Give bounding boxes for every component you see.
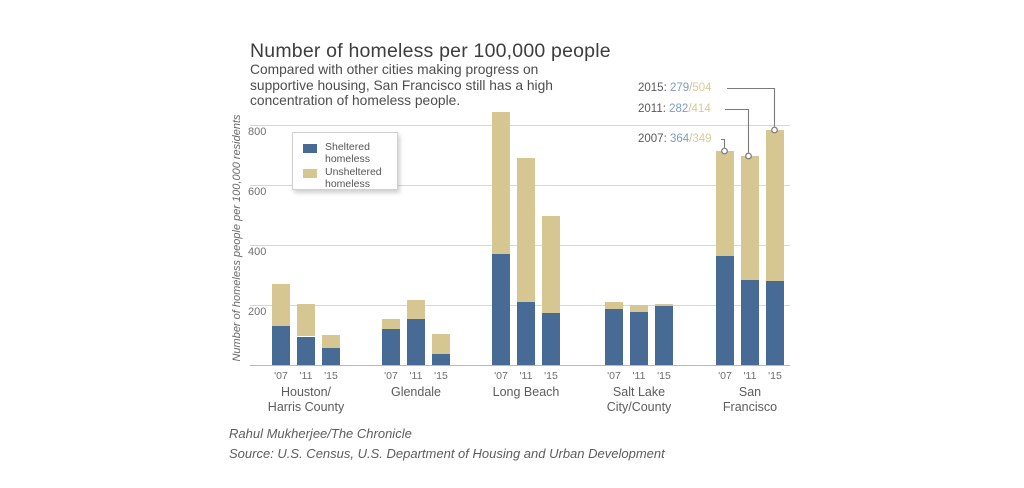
bar-san-07-sheltered: [716, 255, 734, 365]
group-label-glendale: Glendale: [391, 385, 441, 400]
group-label-line: Salt Lake: [612, 385, 666, 399]
bar-saltlake-15-unsheltered: [655, 303, 673, 307]
callout-2011: 2011: 282/414: [638, 103, 711, 115]
legend-item-unsheltered: Unsheltered homeless: [303, 166, 389, 190]
callout-2011-slash: /: [688, 103, 692, 115]
callout-2007-unsheltered-value: 349: [692, 133, 712, 145]
callout-2007: 2007: 364/349: [638, 133, 712, 145]
bar-longbeach-11-sheltered: [517, 302, 535, 365]
group-label-line: Long Beach: [492, 385, 560, 399]
callout-2007-sheltered-value: 364: [669, 133, 690, 145]
x-axis-baseline: [250, 365, 790, 366]
legend-label-unsheltered: Unsheltered homeless: [325, 166, 382, 190]
y-tick-label-400: 400: [248, 246, 267, 258]
group-label-saltlake: Salt Lake City/County: [607, 385, 672, 415]
bar-longbeach-11-unsheltered: [517, 158, 535, 303]
bar-saltlake-11-unsheltered: [630, 305, 648, 312]
bar-houston-15-sheltered: [322, 348, 340, 365]
bar-san-07-unsheltered: [716, 151, 734, 256]
x-tick-label: '07: [274, 370, 288, 382]
bar-longbeach-07-sheltered: [492, 254, 510, 365]
chart-title: Number of homeless per 100,000 people: [250, 40, 611, 62]
callout-2011-unsheltered-value: 414: [691, 103, 711, 115]
bar-houston-11-sheltered: [297, 336, 315, 365]
chart-subtitle-line-2: supportive housing, San Francisco still …: [250, 77, 553, 93]
legend-label-sheltered: Sheltered homeless: [325, 141, 370, 165]
bar-san-11-unsheltered: [741, 156, 759, 281]
group-label-line: San: [738, 385, 762, 399]
callout-2007-slash: /: [689, 133, 693, 145]
chart-subtitle-line-3: concentration of homeless people.: [250, 93, 461, 108]
bar-glendale-15-unsheltered: [432, 334, 450, 354]
sheltered-swatch-icon: [303, 144, 317, 153]
group-label-line: Houston/: [280, 385, 332, 399]
callout-2015-slash: /: [689, 82, 693, 94]
callout-2011-sheltered-value: 282: [669, 103, 689, 115]
x-tick-label: '11: [632, 370, 646, 382]
bar-longbeach-07-unsheltered: [492, 111, 510, 255]
bar-san-15-sheltered: [766, 281, 784, 365]
y-tick-label-200: 200: [248, 306, 267, 318]
x-tick-label: '11: [743, 370, 757, 382]
bar-glendale-11-unsheltered: [407, 300, 425, 319]
bar-glendale-11-sheltered: [407, 318, 425, 365]
group-label-line: Francisco: [722, 400, 778, 414]
footer-credit: Rahul Mukherjee/The Chronicle: [229, 426, 412, 441]
callout-2015-line: [727, 87, 776, 127]
footer: Rahul Mukherjee/The Chronicle Source: U.…: [229, 424, 665, 464]
x-tick-label: '11: [299, 370, 313, 382]
x-tick-label: '15: [324, 370, 338, 382]
callout-2011-line: [725, 108, 750, 153]
callout-2015-year: 2015:: [638, 82, 667, 94]
bar-houston-07-unsheltered: [272, 284, 290, 326]
group-label-houston: Houston/Harris County: [268, 385, 344, 415]
group-label-line: Harris County: [267, 400, 345, 414]
gridline-800: [250, 125, 790, 126]
bar-glendale-07-sheltered: [382, 328, 400, 365]
group-label-line: Glendale: [390, 385, 442, 399]
chart-subtitle: Compared with other cities making progre…: [250, 62, 553, 109]
x-tick-label: '15: [768, 370, 782, 382]
callout-2015-unsheltered-value: 504: [692, 82, 712, 94]
bar-longbeach-15-unsheltered: [542, 215, 560, 314]
bar-san-11-sheltered: [741, 280, 759, 365]
bar-san-15-unsheltered: [766, 130, 784, 282]
bar-houston-15-unsheltered: [322, 335, 340, 349]
bar-saltlake-07-sheltered: [605, 308, 623, 365]
x-tick-label: '07: [494, 370, 508, 382]
legend: Sheltered homeless Unsheltered homeless: [292, 132, 398, 190]
x-tick-label: '07: [718, 370, 732, 382]
legend-item-sheltered: Sheltered homeless: [303, 141, 389, 165]
bar-houston-07-sheltered: [272, 326, 290, 365]
x-tick-label: '07: [384, 370, 398, 382]
group-label-line: City/County: [606, 400, 672, 414]
group-label-san: San Francisco: [723, 385, 777, 415]
bar-saltlake-07-unsheltered: [605, 302, 623, 309]
y-tick-label-800: 800: [248, 126, 267, 138]
x-tick-label: '11: [409, 370, 423, 382]
callout-2007-line: [721, 138, 726, 148]
chart-subtitle-line-1: Compared with other cities making progre…: [250, 62, 539, 77]
callout-2011-year: 2011:: [638, 103, 666, 115]
bar-glendale-15-sheltered: [432, 353, 450, 365]
callout-2015: 2015: 279/504: [638, 82, 712, 94]
unsheltered-swatch-icon: [303, 169, 317, 178]
y-tick-label-600: 600: [248, 186, 267, 198]
x-tick-label: '11: [519, 370, 533, 382]
bar-saltlake-15-sheltered: [655, 306, 673, 365]
bar-glendale-07-unsheltered: [382, 319, 400, 329]
bar-saltlake-11-sheltered: [630, 311, 648, 365]
callout-2007-year: 2007:: [638, 133, 667, 145]
x-tick-label: '15: [434, 370, 448, 382]
x-tick-label: '15: [657, 370, 671, 382]
y-axis-title: Number of homeless people per 100,000 re…: [231, 114, 243, 362]
group-label-longbeach: Long Beach: [493, 385, 560, 400]
x-tick-label: '07: [607, 370, 621, 382]
x-tick-label: '15: [544, 370, 558, 382]
callout-2015-sheltered-value: 279: [669, 82, 690, 94]
bar-houston-11-unsheltered: [297, 304, 315, 337]
footer-source: Source: U.S. Census, U.S. Department of …: [229, 446, 665, 461]
bar-longbeach-15-sheltered: [542, 313, 560, 365]
